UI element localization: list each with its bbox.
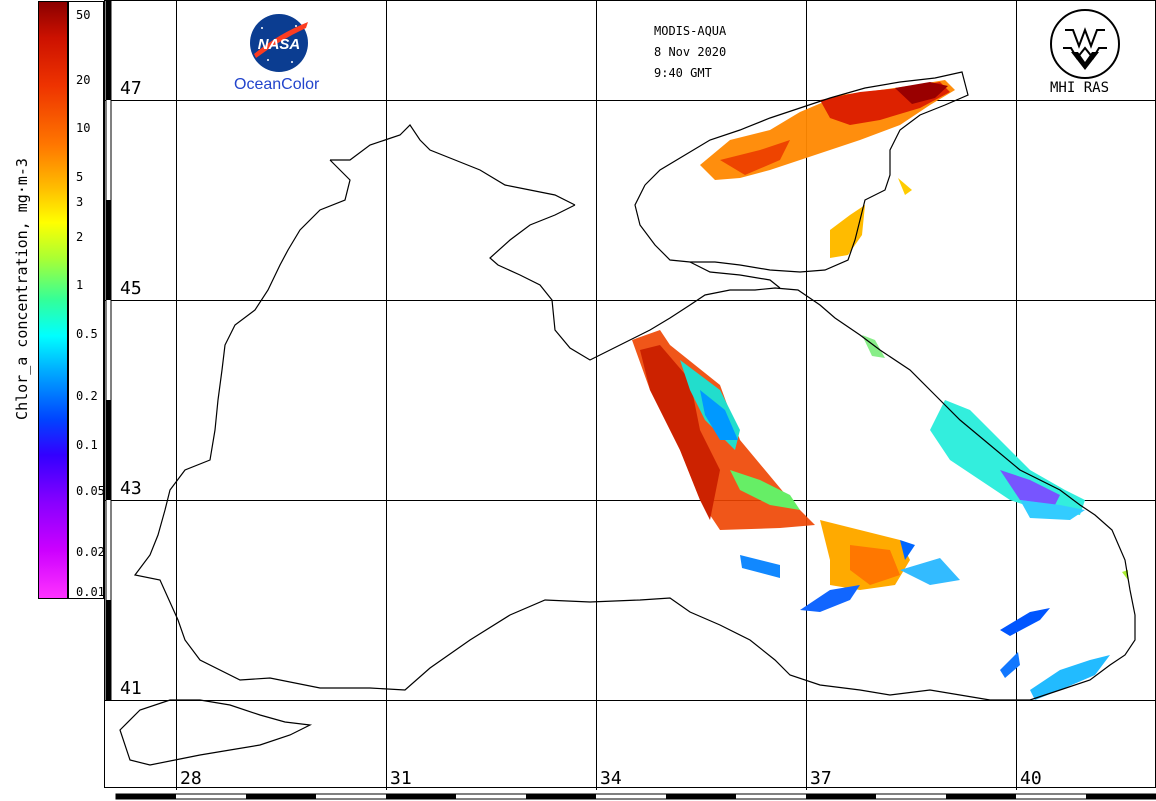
lon-label: 40 (1020, 768, 1042, 789)
colorbar-tick: 1 (76, 278, 84, 292)
colorbar-tick: 0.5 (76, 327, 98, 341)
colorbar-frame (68, 1, 104, 599)
mhi-ras-label: MHI RAS (1050, 80, 1110, 96)
lat-label: 41 (120, 678, 142, 699)
colorbar-title: Chlor_a concentration, mg·m-3 (13, 158, 31, 420)
colorbar-tick: 20 (76, 73, 91, 87)
colorbar-tick: 2 (76, 230, 84, 244)
lon-label: 37 (810, 768, 832, 789)
sensor-label: MODIS-AQUA (654, 24, 727, 38)
graticule (104, 0, 1156, 790)
mhi-ras-logo (1050, 9, 1120, 79)
oceancolor-label: OceanColor (234, 76, 320, 93)
lat-label: 45 (120, 278, 142, 299)
lon-label: 34 (600, 768, 622, 789)
chlorophyll-data (632, 80, 1128, 700)
map-frame (104, 0, 1156, 788)
bottom-scale-bar (115, 793, 1156, 800)
colorbar-tick: 5 (76, 170, 84, 184)
colorbar-gradient (38, 1, 68, 599)
colorbar-tick: 0.2 (76, 389, 98, 403)
lat-label: 47 (120, 78, 142, 99)
colorbar-tick: 10 (76, 121, 91, 135)
lon-label: 28 (180, 768, 202, 789)
coastline (119, 71, 1136, 766)
colorbar-tick: 50 (76, 8, 91, 22)
nasa-wordmark: NASA (258, 36, 301, 53)
lat-label: 43 (120, 478, 142, 499)
nasa-logo: NASA (250, 14, 308, 72)
colorbar-tick: 0.05 (76, 484, 105, 498)
lon-label: 31 (390, 768, 412, 789)
colorbar-tick: 0.01 (76, 585, 105, 599)
colorbar-tick: 0.02 (76, 545, 105, 559)
date-label: 8 Nov 2020 (654, 45, 727, 59)
colorbar-tick: 0.1 (76, 438, 98, 452)
colorbar-tick: 3 (76, 195, 84, 209)
time-label: 9:40 GMT (654, 66, 712, 80)
left-scale-bar (105, 0, 112, 701)
